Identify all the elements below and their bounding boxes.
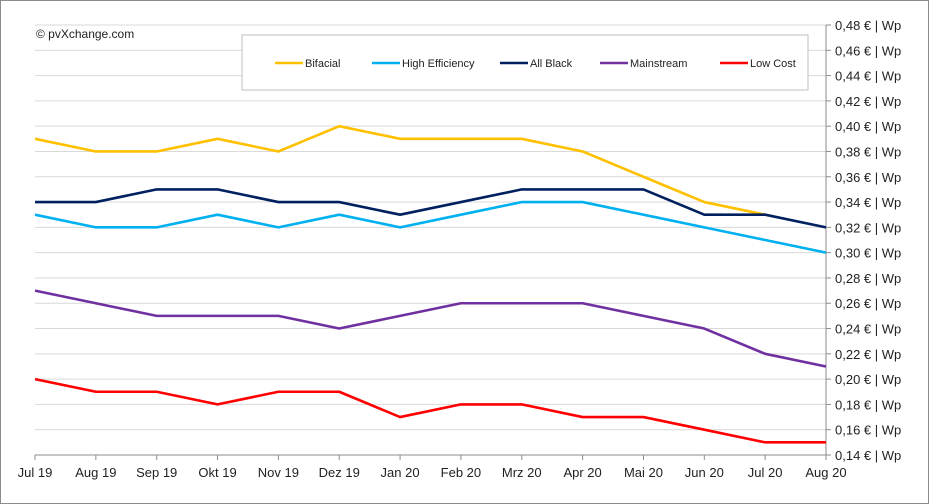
legend-label-mainstream: Mainstream: [630, 58, 687, 70]
y-tick-label: 0,14 € | Wp: [835, 448, 901, 463]
y-tick-label: 0,22 € | Wp: [835, 347, 901, 362]
legend: Bifacial High Efficiency All Black Mainstre…: [241, 34, 809, 91]
x-tick-label: Jul 20: [748, 465, 783, 480]
x-tick-label: Aug 20: [805, 465, 846, 480]
series-line-mainstream: [34, 289, 827, 368]
y-tick-label: 0,28 € | Wp: [835, 271, 901, 286]
y-tick-label: 0,44 € | Wp: [835, 69, 901, 84]
y-tick-label: 0,34 € | Wp: [835, 195, 901, 210]
y-tick-label: 0,40 € | Wp: [835, 119, 901, 134]
series-line-low-cost: [34, 377, 826, 444]
y-tick-label: 0,32 € | Wp: [835, 220, 901, 235]
x-axis-tick-labels: Jul 19 Aug 19 Sep 19 Okt 19 Nov 19 Dez 19 Jan …: [18, 465, 847, 480]
y-tick-label: 0,42 € | Wp: [835, 94, 901, 109]
x-tick-label: Dez 19: [319, 465, 360, 480]
y-tick-label: 0,20 € | Wp: [835, 372, 901, 387]
legend-label-all-black: All Black: [530, 58, 573, 70]
y-tick-label: 0,18 € | Wp: [835, 397, 901, 412]
series-line-high-efficiency: [34, 200, 827, 254]
y-tick-label: 0,38 € | Wp: [835, 144, 901, 159]
y-tick-label: 0,26 € | Wp: [835, 296, 901, 311]
y-tick-label: 0,36 € | Wp: [835, 170, 901, 185]
y-tick-label: 0,46 € | Wp: [835, 43, 901, 58]
copyright-text: © pvXchange.com: [36, 27, 134, 41]
y-tick-label: 0,16 € | Wp: [835, 423, 901, 438]
x-tick-label: Feb 20: [441, 465, 481, 480]
series-lines: [34, 124, 827, 444]
x-tick-label: Mrz 20: [502, 465, 542, 480]
x-tick-label: Aug 19: [75, 465, 116, 480]
legend-label-low-cost: Low Cost: [750, 58, 796, 70]
x-tick-label: Nov 19: [258, 465, 299, 480]
axes: [34, 24, 831, 460]
y-tick-label: 0,24 € | Wp: [835, 322, 901, 337]
legend-label-bifacial: Bifacial: [305, 58, 340, 70]
series-line-bifacial: [34, 124, 766, 216]
series-line-all-black: [35, 188, 827, 229]
x-tick-label: Jun 20: [685, 465, 724, 480]
x-tick-label: Mai 20: [624, 465, 663, 480]
legend-label-high-efficiency: High Efficiency: [402, 58, 475, 70]
x-tick-label: Apr 20: [563, 465, 601, 480]
x-tick-label: Okt 19: [198, 465, 236, 480]
y-tick-label: 0,30 € | Wp: [835, 246, 901, 261]
y-axis-tick-labels: 0,14 € | Wp 0,16 € | Wp 0,18 € | Wp 0,20 € …: [835, 18, 901, 463]
y-tick-label: 0,48 € | Wp: [835, 18, 901, 33]
x-tick-label: Jan 20: [381, 465, 420, 480]
x-tick-label: Jul 19: [18, 465, 53, 480]
x-tick-label: Sep 19: [136, 465, 177, 480]
